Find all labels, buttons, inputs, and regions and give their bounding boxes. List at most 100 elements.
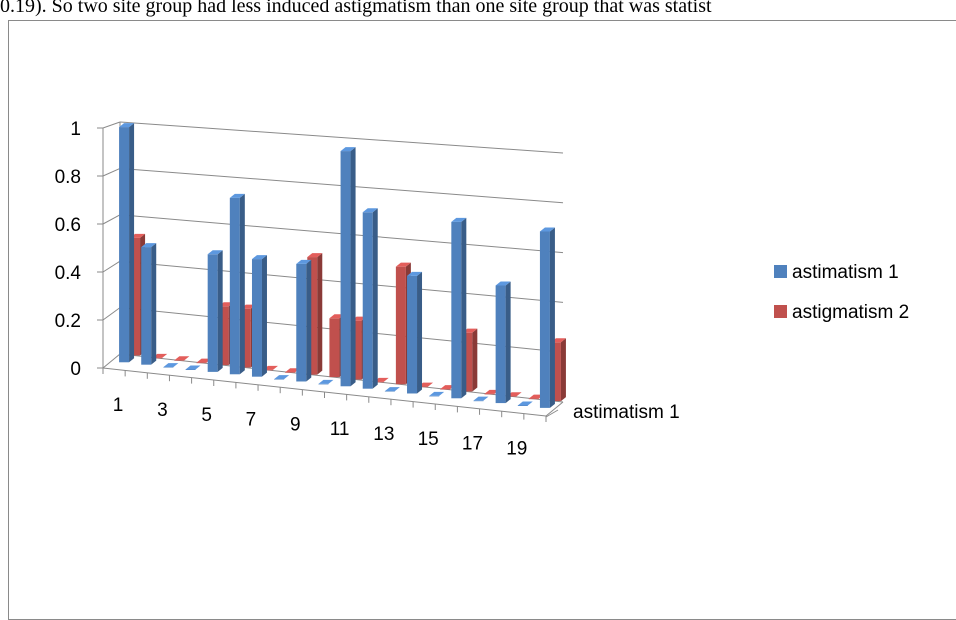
bar-front bbox=[274, 379, 285, 380]
gridline-depth bbox=[102, 214, 121, 225]
bar-side bbox=[417, 271, 423, 394]
y-tick-label: 0.6 bbox=[55, 215, 81, 236]
x-tick-label: 7 bbox=[246, 410, 257, 431]
bar-top bbox=[174, 356, 190, 361]
bar-top bbox=[395, 262, 411, 267]
bar-top bbox=[296, 259, 312, 264]
bar-front bbox=[517, 405, 528, 406]
y-tick-label: 0.4 bbox=[55, 263, 82, 284]
bar-series1-x17 bbox=[473, 396, 489, 402]
bar-top bbox=[119, 123, 135, 128]
bar-series1-x12 bbox=[362, 208, 378, 389]
bar-front bbox=[218, 306, 229, 366]
bar-front bbox=[473, 400, 484, 402]
bar-series1-x7 bbox=[251, 255, 267, 377]
bar-front bbox=[296, 263, 307, 382]
bar-top bbox=[251, 255, 267, 260]
top-text: 0.19). So two site group had less induce… bbox=[0, 0, 712, 17]
bar-top bbox=[340, 147, 356, 152]
legend-swatch bbox=[774, 265, 787, 278]
bar-front bbox=[207, 254, 218, 372]
bar-top bbox=[318, 379, 334, 384]
bar-front bbox=[262, 369, 273, 371]
gridline-depth bbox=[102, 167, 121, 177]
bar-side bbox=[239, 193, 245, 375]
bar-front bbox=[539, 231, 550, 408]
bar-top bbox=[495, 281, 511, 286]
bar-series1-x1 bbox=[119, 123, 135, 363]
bar-front bbox=[418, 386, 429, 388]
bar-side bbox=[217, 250, 223, 372]
bar-side bbox=[549, 227, 555, 408]
bar-front bbox=[462, 332, 473, 392]
bar-front bbox=[196, 362, 207, 364]
bar-top bbox=[229, 193, 245, 198]
bar-series1-x18 bbox=[495, 281, 511, 404]
bar-front bbox=[163, 367, 174, 368]
bar-series1-x2 bbox=[141, 243, 157, 365]
legend-label: astimatism 1 bbox=[792, 262, 899, 283]
bar-top bbox=[429, 391, 445, 396]
bar-top bbox=[362, 208, 378, 213]
depth-tick-mark bbox=[545, 409, 559, 418]
x-tick-label: 3 bbox=[157, 400, 168, 421]
bar-series1-x6 bbox=[229, 193, 245, 375]
bar-front bbox=[329, 318, 340, 378]
bar-series1-x19 bbox=[517, 401, 533, 406]
bar-front bbox=[429, 395, 440, 397]
bar-front bbox=[119, 127, 130, 363]
x-tick-label: 9 bbox=[290, 414, 301, 435]
x-tick-label: 13 bbox=[373, 424, 394, 445]
gridline-depth bbox=[102, 260, 121, 273]
bar-front bbox=[141, 247, 152, 365]
bar-series1-x3 bbox=[163, 363, 179, 368]
y-tick-label: 0 bbox=[70, 359, 81, 380]
bar-top bbox=[307, 253, 323, 258]
bar-side bbox=[505, 281, 511, 404]
bar-front bbox=[174, 360, 185, 361]
bar-side bbox=[372, 208, 378, 389]
bar-front bbox=[251, 259, 262, 377]
bar-top bbox=[274, 375, 290, 380]
bar-side bbox=[317, 253, 323, 375]
bar-front bbox=[340, 151, 351, 387]
x-tick-label: 5 bbox=[201, 405, 212, 426]
bar-front bbox=[395, 266, 406, 385]
bar-front bbox=[130, 237, 141, 356]
bar-front bbox=[451, 221, 462, 399]
bar-top bbox=[451, 217, 467, 222]
bar-series1-x16 bbox=[451, 217, 467, 399]
bar-front bbox=[240, 308, 251, 368]
gridline-depth bbox=[102, 353, 121, 369]
bar-series1-x10 bbox=[318, 379, 334, 385]
depth-axis-label: astimatism 1 bbox=[573, 402, 680, 423]
gridline bbox=[119, 121, 564, 154]
bar-series2-x3 bbox=[174, 356, 190, 361]
legend-swatch bbox=[774, 305, 787, 318]
bar-top bbox=[407, 271, 423, 276]
bar-side bbox=[151, 243, 157, 365]
bar-front bbox=[373, 381, 384, 383]
bar-side bbox=[350, 147, 356, 387]
bar-front bbox=[351, 320, 362, 380]
bar-series1-x13 bbox=[384, 387, 400, 392]
y-tick-label: 0.2 bbox=[55, 311, 81, 332]
bar-side bbox=[461, 217, 467, 399]
x-tick-label: 1 bbox=[113, 395, 124, 416]
bar-series1-x14 bbox=[407, 271, 423, 394]
bar-series1-x15 bbox=[429, 391, 445, 397]
bar-front bbox=[528, 398, 539, 400]
bar-front bbox=[407, 275, 418, 394]
bar-series1-x9 bbox=[296, 259, 312, 382]
bar-top bbox=[517, 401, 533, 406]
floor-edge bbox=[545, 401, 564, 417]
bar-front bbox=[318, 383, 329, 385]
bar-top bbox=[141, 243, 157, 248]
x-tick-label: 17 bbox=[462, 434, 483, 455]
bar-series1-x20 bbox=[539, 227, 555, 408]
chart-3d-bar: 00.20.40.60.81 1 3 5 7 9 11 13 15 17 19astimatism… bbox=[55, 119, 910, 459]
bar-front bbox=[285, 372, 296, 373]
bar-series1-x5 bbox=[207, 250, 223, 372]
bar-front bbox=[362, 212, 373, 389]
y-tick-label: 1 bbox=[70, 119, 81, 140]
